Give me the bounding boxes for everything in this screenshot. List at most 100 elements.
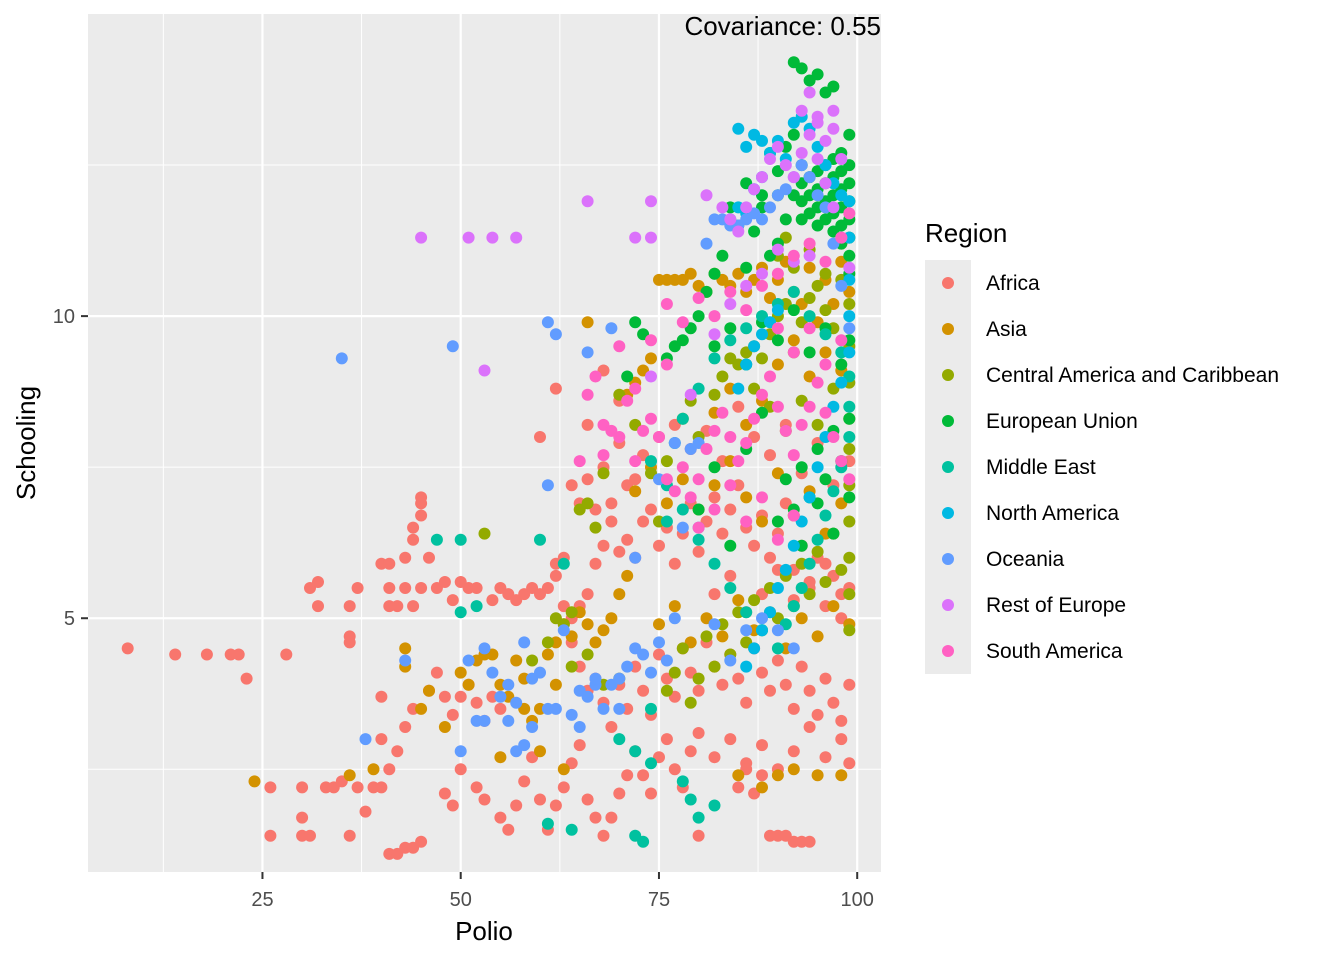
data-point <box>534 793 546 806</box>
data-point <box>581 195 594 208</box>
data-point <box>803 322 816 335</box>
data-point <box>819 672 832 685</box>
data-point <box>692 684 705 697</box>
data-point <box>629 455 642 468</box>
data-point <box>399 551 412 564</box>
data-point <box>549 702 562 715</box>
data-point <box>581 388 594 401</box>
data-point <box>581 316 594 329</box>
data-point <box>660 473 673 486</box>
data-point <box>399 654 412 667</box>
legend-item: South America <box>942 640 1123 663</box>
data-point <box>740 606 753 619</box>
data-point <box>573 455 586 468</box>
legend-key <box>942 461 954 473</box>
data-point <box>779 159 792 172</box>
data-point <box>843 515 856 528</box>
data-point <box>684 696 697 709</box>
legend-label: Middle East <box>986 456 1096 479</box>
data-point <box>803 261 816 274</box>
data-point <box>589 557 602 570</box>
data-point <box>724 733 737 746</box>
data-point <box>827 104 840 117</box>
data-point <box>486 231 499 244</box>
data-point <box>629 231 642 244</box>
data-point <box>668 485 681 498</box>
data-point <box>779 424 792 437</box>
data-point <box>565 708 578 721</box>
data-point <box>771 400 784 413</box>
data-point <box>692 473 705 486</box>
data-point <box>708 618 721 631</box>
data-point <box>470 582 483 594</box>
legend-label: European Union <box>986 410 1138 433</box>
data-point <box>605 721 618 733</box>
data-point <box>486 594 499 607</box>
data-point <box>827 201 840 214</box>
data-point <box>645 702 657 715</box>
data-point <box>716 406 729 419</box>
data-point <box>692 811 705 824</box>
data-point <box>716 370 729 383</box>
legend-label: South America <box>986 640 1123 663</box>
data-point <box>264 781 277 794</box>
data-point <box>756 267 768 280</box>
data-point <box>708 799 721 812</box>
data-point <box>756 624 768 637</box>
data-point <box>668 557 681 570</box>
data-point <box>764 153 776 165</box>
data-point <box>541 817 554 830</box>
data-point <box>494 811 507 824</box>
data-point <box>843 678 856 691</box>
data-point <box>668 340 681 353</box>
data-point <box>613 672 626 685</box>
data-point <box>748 183 761 196</box>
data-point <box>787 509 800 522</box>
data-point <box>407 600 420 613</box>
data-point <box>708 340 721 353</box>
data-point <box>843 757 856 770</box>
legend-item: Asia <box>942 318 1027 341</box>
data-point <box>843 400 856 413</box>
data-point <box>557 557 570 570</box>
data-point <box>803 249 816 262</box>
data-point <box>454 763 467 776</box>
data-point <box>740 437 753 449</box>
data-point <box>629 316 642 329</box>
data-point <box>605 322 618 335</box>
data-point <box>827 431 840 443</box>
data-point <box>573 721 586 733</box>
data-point <box>819 255 832 268</box>
data-point <box>375 690 388 703</box>
data-point <box>645 231 657 244</box>
data-point <box>819 134 832 147</box>
data-point <box>684 745 697 758</box>
data-point <box>541 582 554 594</box>
data-point <box>494 690 507 703</box>
data-point <box>629 485 642 498</box>
data-point <box>438 721 451 733</box>
data-point <box>795 104 808 117</box>
data-point <box>692 829 705 842</box>
data-point <box>835 334 848 347</box>
data-point <box>351 582 364 594</box>
data-point <box>787 763 800 776</box>
data-point <box>684 793 697 806</box>
data-point <box>724 213 737 226</box>
data-point <box>779 563 792 576</box>
data-point <box>597 539 610 552</box>
data-point <box>383 582 396 594</box>
data-point <box>438 576 451 588</box>
data-point <box>375 733 388 746</box>
data-point <box>430 533 443 546</box>
data-point <box>803 171 816 184</box>
data-point <box>732 400 745 413</box>
data-point <box>454 690 467 703</box>
data-point <box>549 382 562 395</box>
data-point <box>843 322 856 335</box>
data-point <box>549 328 562 341</box>
data-point <box>819 304 832 317</box>
data-point <box>605 515 618 528</box>
data-point <box>716 527 729 540</box>
data-point <box>478 527 491 540</box>
